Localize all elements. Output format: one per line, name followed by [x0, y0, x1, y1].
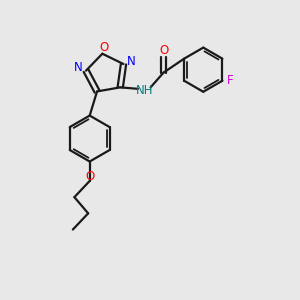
- Text: N: N: [127, 55, 135, 68]
- Text: O: O: [86, 170, 95, 183]
- Text: O: O: [159, 44, 168, 57]
- Text: NH: NH: [136, 84, 153, 97]
- Text: N: N: [74, 61, 82, 74]
- Text: O: O: [99, 41, 109, 54]
- Text: F: F: [226, 74, 233, 87]
